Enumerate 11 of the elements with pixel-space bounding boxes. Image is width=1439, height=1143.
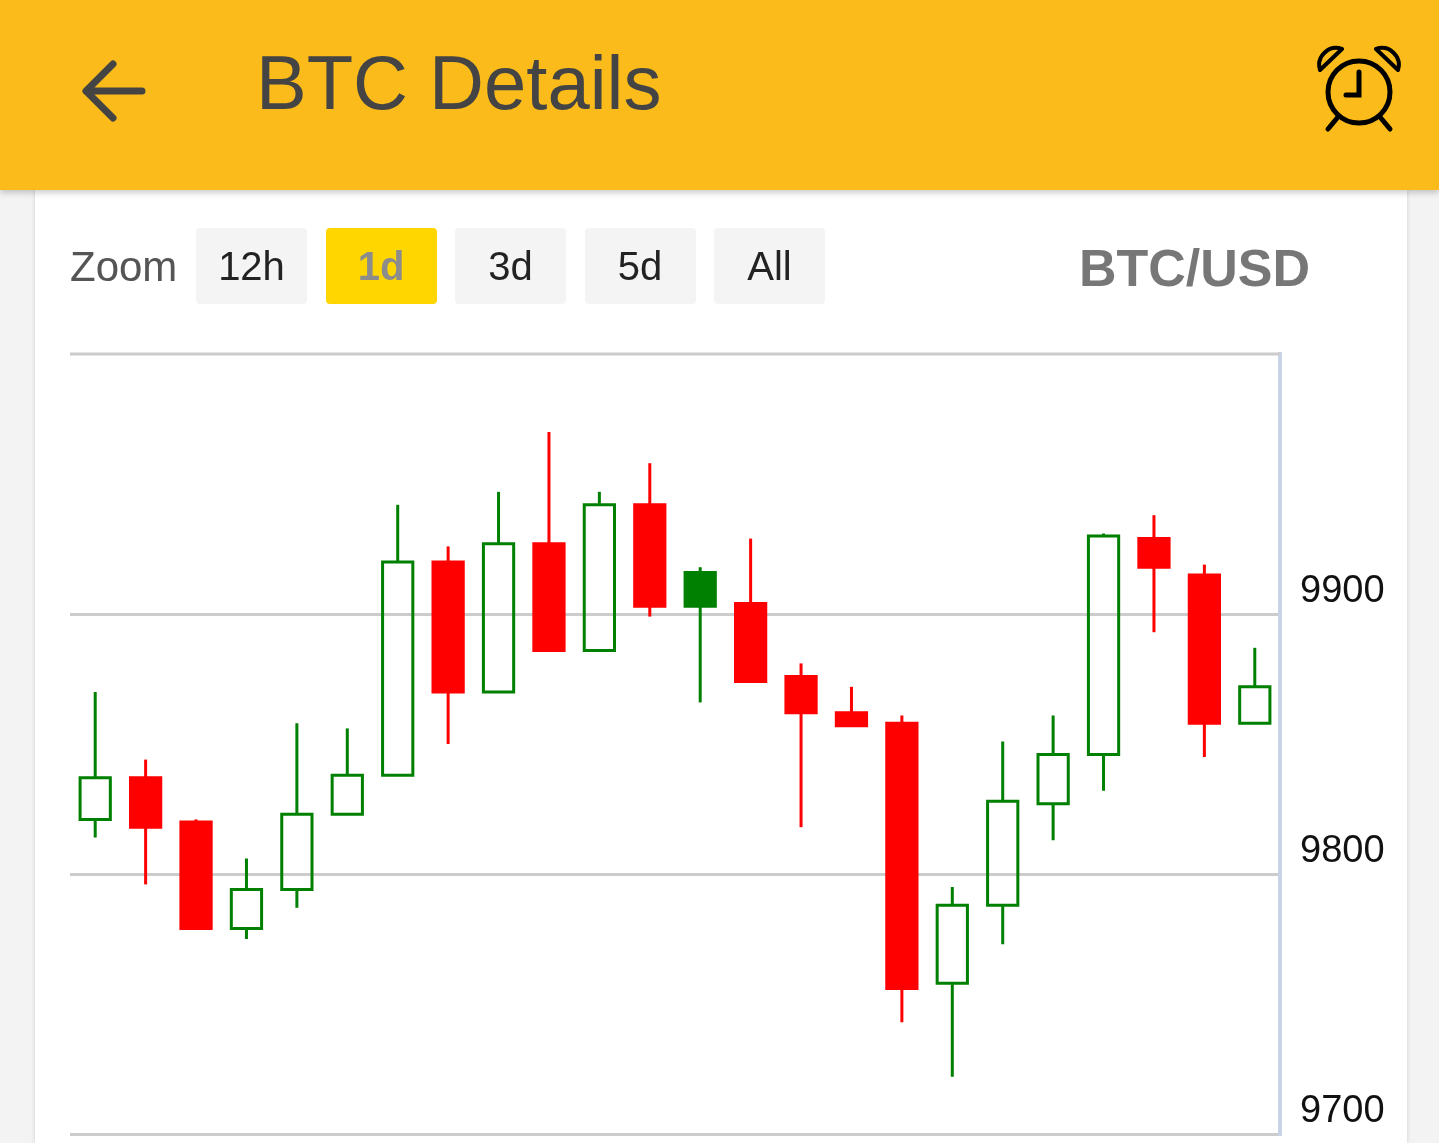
range-button: 1d (325, 228, 437, 304)
range-button: 5d (584, 228, 696, 304)
range-button: 12h (196, 228, 307, 304)
range-button: 3d (455, 228, 566, 304)
chart-title: BTC Details (256, 39, 662, 127)
range-button: All (714, 228, 825, 304)
text: Zoom (70, 242, 178, 292)
y-tick-label: 9700 (1300, 1088, 1385, 1131)
y-tick-label: 9900 (1300, 568, 1385, 611)
y-tick-label: 9800 (1300, 828, 1385, 871)
chart-subtitle: BTC/USD (1078, 238, 1310, 299)
